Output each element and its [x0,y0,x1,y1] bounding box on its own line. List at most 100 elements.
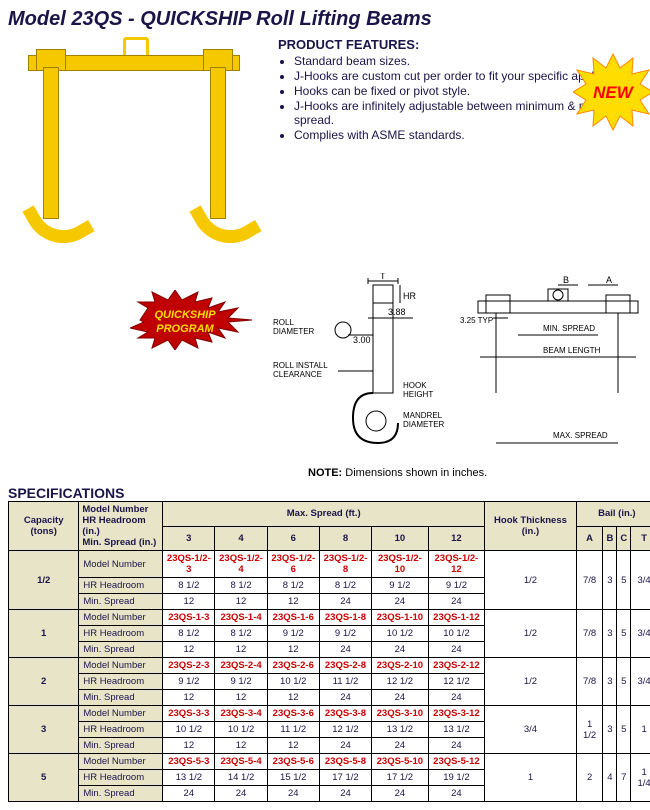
bail-cell: 7/8 [576,658,603,706]
model-cell: 23QS-1-12 [428,610,485,626]
model-cell: 23QS-1/2-4 [215,551,267,578]
min-cell: 12 [215,594,267,610]
min-cell: 12 [163,642,215,658]
hr-cell: 14 1/2 [215,770,267,786]
bail-cell: 5 [617,658,631,706]
bail-cell: 5 [617,610,631,658]
row-label-min: Min. Spread [79,786,163,802]
min-cell: 12 [267,690,319,706]
bail-cell: 3/4 [631,551,650,610]
hr-cell: 9 1/2 [215,674,267,690]
model-cell: 23QS-1/2-12 [428,551,485,578]
hr-cell: 17 1/2 [319,770,371,786]
col-bail-t: T [631,526,650,551]
min-cell: 24 [372,786,429,802]
row-label-min: Min. Spread [79,642,163,658]
page-title: Model 23QS - QUICKSHIP Roll Lifting Beam… [8,8,650,31]
col-spread-8: 8 [319,526,371,551]
model-cell: 23QS-3-6 [267,706,319,722]
hr-cell: 12 1/2 [319,722,371,738]
hr-cell: 9 1/2 [428,578,485,594]
svg-text:DIAMETER: DIAMETER [273,327,315,336]
min-cell: 24 [372,642,429,658]
col-bail-c: C [617,526,631,551]
min-cell: 24 [319,786,371,802]
row-label-model: Model Number [79,610,163,626]
hr-cell: 12 1/2 [428,674,485,690]
svg-text:QUICKSHIP: QUICKSHIP [154,309,216,321]
model-cell: 23QS-1-10 [372,610,429,626]
hr-cell: 12 1/2 [372,674,429,690]
row-label-model: Model Number [79,706,163,722]
hook-cell: 1/2 [485,610,577,658]
col-spread-12: 12 [428,526,485,551]
capacity-cell: 1 [9,610,79,658]
hr-cell: 10 1/2 [372,626,429,642]
hr-cell: 10 1/2 [163,722,215,738]
hr-cell: 17 1/2 [372,770,429,786]
new-badge: NEW [573,52,650,135]
bail-cell: 7 [617,754,631,802]
model-cell: 23QS-1/2-6 [267,551,319,578]
svg-text:MIN. SPREAD: MIN. SPREAD [543,324,595,333]
capacity-cell: 2 [9,658,79,706]
col-capacity: Capacity (tons) [9,502,79,551]
min-cell: 24 [428,690,485,706]
svg-text:MAX. SPREAD: MAX. SPREAD [553,431,608,440]
svg-text:MANDREL: MANDREL [403,411,443,420]
hr-cell: 15 1/2 [267,770,319,786]
min-cell: 12 [267,738,319,754]
bail-cell: 1 1/4 [631,754,650,802]
col-bail-b: B [603,526,617,551]
min-cell: 24 [372,594,429,610]
bail-cell: 7/8 [576,610,603,658]
row-label-model: Model Number [79,754,163,770]
model-cell: 23QS-1/2-8 [319,551,371,578]
svg-text:HR: HR [403,291,416,301]
bail-cell: 5 [617,706,631,754]
bail-cell: 5 [617,551,631,610]
hook-diagram: T HR 3.88 ROLL DIAMETER 3.00 ROLL INSTAL… [268,273,448,463]
hr-cell: 11 1/2 [267,722,319,738]
min-cell: 24 [428,594,485,610]
min-cell: 24 [428,786,485,802]
technical-diagrams: T HR 3.88 ROLL DIAMETER 3.00 ROLL INSTAL… [268,273,650,463]
product-illustration [8,37,268,267]
capacity-cell: 3 [9,706,79,754]
hr-cell: 19 1/2 [428,770,485,786]
col-hook: Hook Thickness (in.) [485,502,577,551]
row-label-hr: HR Headroom [79,770,163,786]
bail-cell: 7/8 [576,551,603,610]
svg-text:B: B [563,275,569,285]
hook-cell: 1 [485,754,577,802]
model-cell: 23QS-1-6 [267,610,319,626]
hook-cell: 1/2 [485,658,577,706]
row-label-hr: HR Headroom [79,578,163,594]
model-cell: 23QS-5-3 [163,754,215,770]
min-cell: 12 [163,690,215,706]
col-spread-10: 10 [372,526,429,551]
svg-text:BEAM LENGTH: BEAM LENGTH [543,346,601,355]
specifications-heading: SPECIFICATIONS [8,485,650,501]
hr-cell: 9 1/2 [163,674,215,690]
hr-cell: 13 1/2 [372,722,429,738]
hr-cell: 8 1/2 [319,578,371,594]
capacity-cell: 1/2 [9,551,79,610]
row-label-hr: HR Headroom [79,626,163,642]
bail-cell: 3 [603,658,617,706]
svg-text:T: T [380,273,386,281]
svg-text:HEIGHT: HEIGHT [403,390,433,399]
hr-cell: 10 1/2 [215,722,267,738]
bail-cell: 1 [631,706,650,754]
hr-cell: 9 1/2 [372,578,429,594]
row-label-model: Model Number [79,551,163,578]
min-cell: 24 [267,786,319,802]
row-label-min: Min. Spread [79,690,163,706]
svg-text:HOOK: HOOK [403,381,427,390]
min-cell: 24 [319,690,371,706]
bail-cell: 1 1/2 [576,706,603,754]
svg-text:A: A [606,275,612,285]
hook-cell: 1/2 [485,551,577,610]
model-cell: 23QS-2-10 [372,658,429,674]
model-cell: 23QS-5-8 [319,754,371,770]
